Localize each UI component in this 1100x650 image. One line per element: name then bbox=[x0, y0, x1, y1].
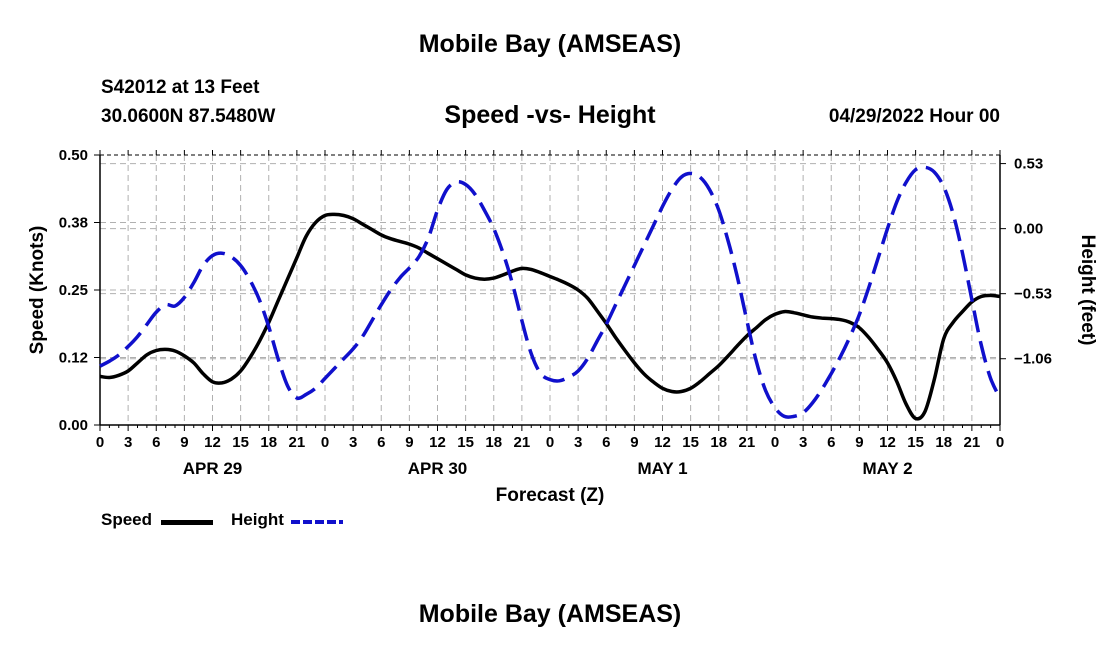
chart-subtitle: Speed -vs- Height bbox=[0, 101, 1100, 130]
coordinates-label: 30.0600N 87.5480W bbox=[101, 106, 276, 127]
x-tick-label: 15 bbox=[907, 434, 924, 451]
x-tick-label: 15 bbox=[232, 434, 249, 451]
x-day-label: MAY 1 bbox=[637, 459, 687, 478]
x-tick-label: 3 bbox=[124, 434, 132, 451]
legend-height-swatch bbox=[291, 520, 343, 524]
y-left-tick-label: 0.50 bbox=[59, 147, 88, 164]
x-tick-label: 12 bbox=[204, 434, 221, 451]
x-tick-label: 18 bbox=[260, 434, 277, 451]
y-right-tick-label: 0.00 bbox=[1014, 221, 1043, 238]
x-day-label: APR 30 bbox=[408, 459, 468, 478]
x-tick-label: 3 bbox=[574, 434, 582, 451]
x-tick-label: 12 bbox=[654, 434, 671, 451]
x-tick-label: 18 bbox=[710, 434, 727, 451]
footer-title: Mobile Bay (AMSEAS) bbox=[418, 600, 682, 628]
x-tick-label: 12 bbox=[429, 434, 446, 451]
x-tick-label: 6 bbox=[602, 434, 610, 451]
y-left-axis-title: Speed (Knots) bbox=[27, 226, 48, 355]
series bbox=[99, 165, 1002, 421]
x-tick-label: 9 bbox=[180, 434, 188, 451]
x-tick-label: 15 bbox=[457, 434, 474, 451]
legend-speed-label: Speed bbox=[101, 510, 153, 529]
x-tick-label: 6 bbox=[827, 434, 835, 451]
legend-height-label: Height bbox=[231, 510, 284, 529]
axis-labels: 0 3 6 9 12 15 18 21 0 3 6 9 12 15 18 21 0 3 6 9 12 15 18 21 0 3 6 9… bbox=[27, 147, 1098, 506]
x-tick-label: 9 bbox=[630, 434, 638, 451]
y-right-tick-label: 0.53 bbox=[1014, 156, 1043, 173]
y-right-axis-title: Height (feet) bbox=[1077, 235, 1098, 346]
x-tick-label: 6 bbox=[152, 434, 160, 451]
y-right-tick-label: −0.53 bbox=[1014, 286, 1052, 303]
grid bbox=[100, 155, 1000, 425]
x-tick-label: 12 bbox=[879, 434, 896, 451]
x-tick-label: 18 bbox=[935, 434, 952, 451]
x-tick-label: 21 bbox=[514, 434, 531, 451]
y-right-tick-label: −1.06 bbox=[1014, 351, 1052, 368]
axes bbox=[94, 150, 1006, 431]
station-label: S42012 at 13 Feet bbox=[101, 77, 260, 98]
x-axis-title: Forecast (Z) bbox=[496, 485, 605, 506]
x-tick-label: 0 bbox=[321, 434, 329, 451]
y-left-tick-label: 0.38 bbox=[59, 215, 88, 232]
y-left-tick-label: 0.25 bbox=[59, 282, 88, 299]
y-left-tick-label: 0.00 bbox=[59, 417, 88, 434]
x-tick-label: 21 bbox=[964, 434, 981, 451]
x-tick-label: 3 bbox=[349, 434, 357, 451]
x-tick-label: 6 bbox=[377, 434, 385, 451]
y-left-tick-label: 0.12 bbox=[59, 350, 88, 367]
x-tick-label: 21 bbox=[739, 434, 756, 451]
x-tick-label: 9 bbox=[855, 434, 863, 451]
x-tick-label: 21 bbox=[289, 434, 306, 451]
forecast-datetime: 04/29/2022 Hour 00 bbox=[828, 106, 1000, 127]
x-tick-label: 15 bbox=[682, 434, 699, 451]
x-tick-label: 9 bbox=[405, 434, 413, 451]
x-tick-label: 0 bbox=[771, 434, 779, 451]
x-tick-label: 18 bbox=[485, 434, 502, 451]
series-speed-line bbox=[99, 212, 1001, 421]
subtitle-text: Speed -vs- Height bbox=[444, 101, 656, 129]
x-tick-label: 3 bbox=[799, 434, 807, 451]
x-tick-label: 0 bbox=[546, 434, 554, 451]
legend-speed-swatch bbox=[161, 520, 213, 525]
x-day-label: MAY 2 bbox=[862, 459, 912, 478]
series-height-line bbox=[99, 165, 1002, 419]
x-tick-label: 0 bbox=[96, 434, 104, 451]
x-day-label: APR 29 bbox=[183, 459, 243, 478]
chart-title: Mobile Bay (AMSEAS) bbox=[418, 30, 682, 58]
x-tick-label: 0 bbox=[996, 434, 1004, 451]
